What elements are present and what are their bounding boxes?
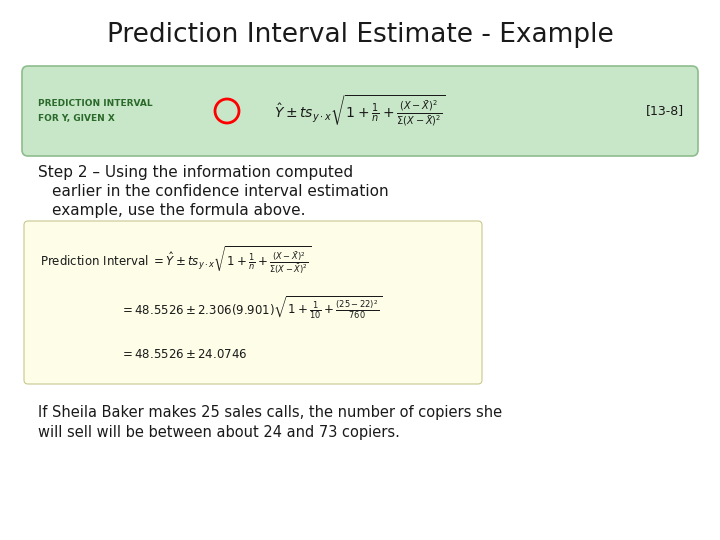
Text: [13-8]: [13-8] (646, 105, 684, 118)
Text: If Sheila Baker makes 25 sales calls, the number of copiers she: If Sheila Baker makes 25 sales calls, th… (38, 404, 502, 420)
FancyBboxPatch shape (24, 221, 482, 384)
Text: earlier in the confidence interval estimation: earlier in the confidence interval estim… (52, 184, 389, 199)
Text: $= 48.5526 \pm 2.306(9.901)\sqrt{1 + \frac{1}{10} + \frac{(25 - 22)^2}{760}}$: $= 48.5526 \pm 2.306(9.901)\sqrt{1 + \fr… (120, 294, 382, 320)
Text: PREDICTION INTERVAL: PREDICTION INTERVAL (38, 99, 153, 109)
Text: example, use the formula above.: example, use the formula above. (52, 202, 305, 218)
Text: FOR Y, GIVEN X: FOR Y, GIVEN X (38, 114, 115, 124)
Text: Step 2 – Using the information computed: Step 2 – Using the information computed (38, 165, 353, 179)
Text: $= 48.5526 \pm 24.0746$: $= 48.5526 \pm 24.0746$ (120, 348, 247, 361)
Text: $\hat{Y} \pm ts_{y \cdot x}\sqrt{1 + \frac{1}{n} + \frac{(X - \bar{X})^2}{\Sigma: $\hat{Y} \pm ts_{y \cdot x}\sqrt{1 + \fr… (274, 93, 446, 129)
Text: Prediction Interval $= \hat{Y} \pm ts_{y \cdot x}\sqrt{1 + \frac{1}{n} + \frac{(: Prediction Interval $= \hat{Y} \pm ts_{y… (40, 244, 311, 276)
Text: will sell will be between about 24 and 73 copiers.: will sell will be between about 24 and 7… (38, 424, 400, 440)
FancyBboxPatch shape (22, 66, 698, 156)
Text: Prediction Interval Estimate - Example: Prediction Interval Estimate - Example (107, 22, 613, 48)
